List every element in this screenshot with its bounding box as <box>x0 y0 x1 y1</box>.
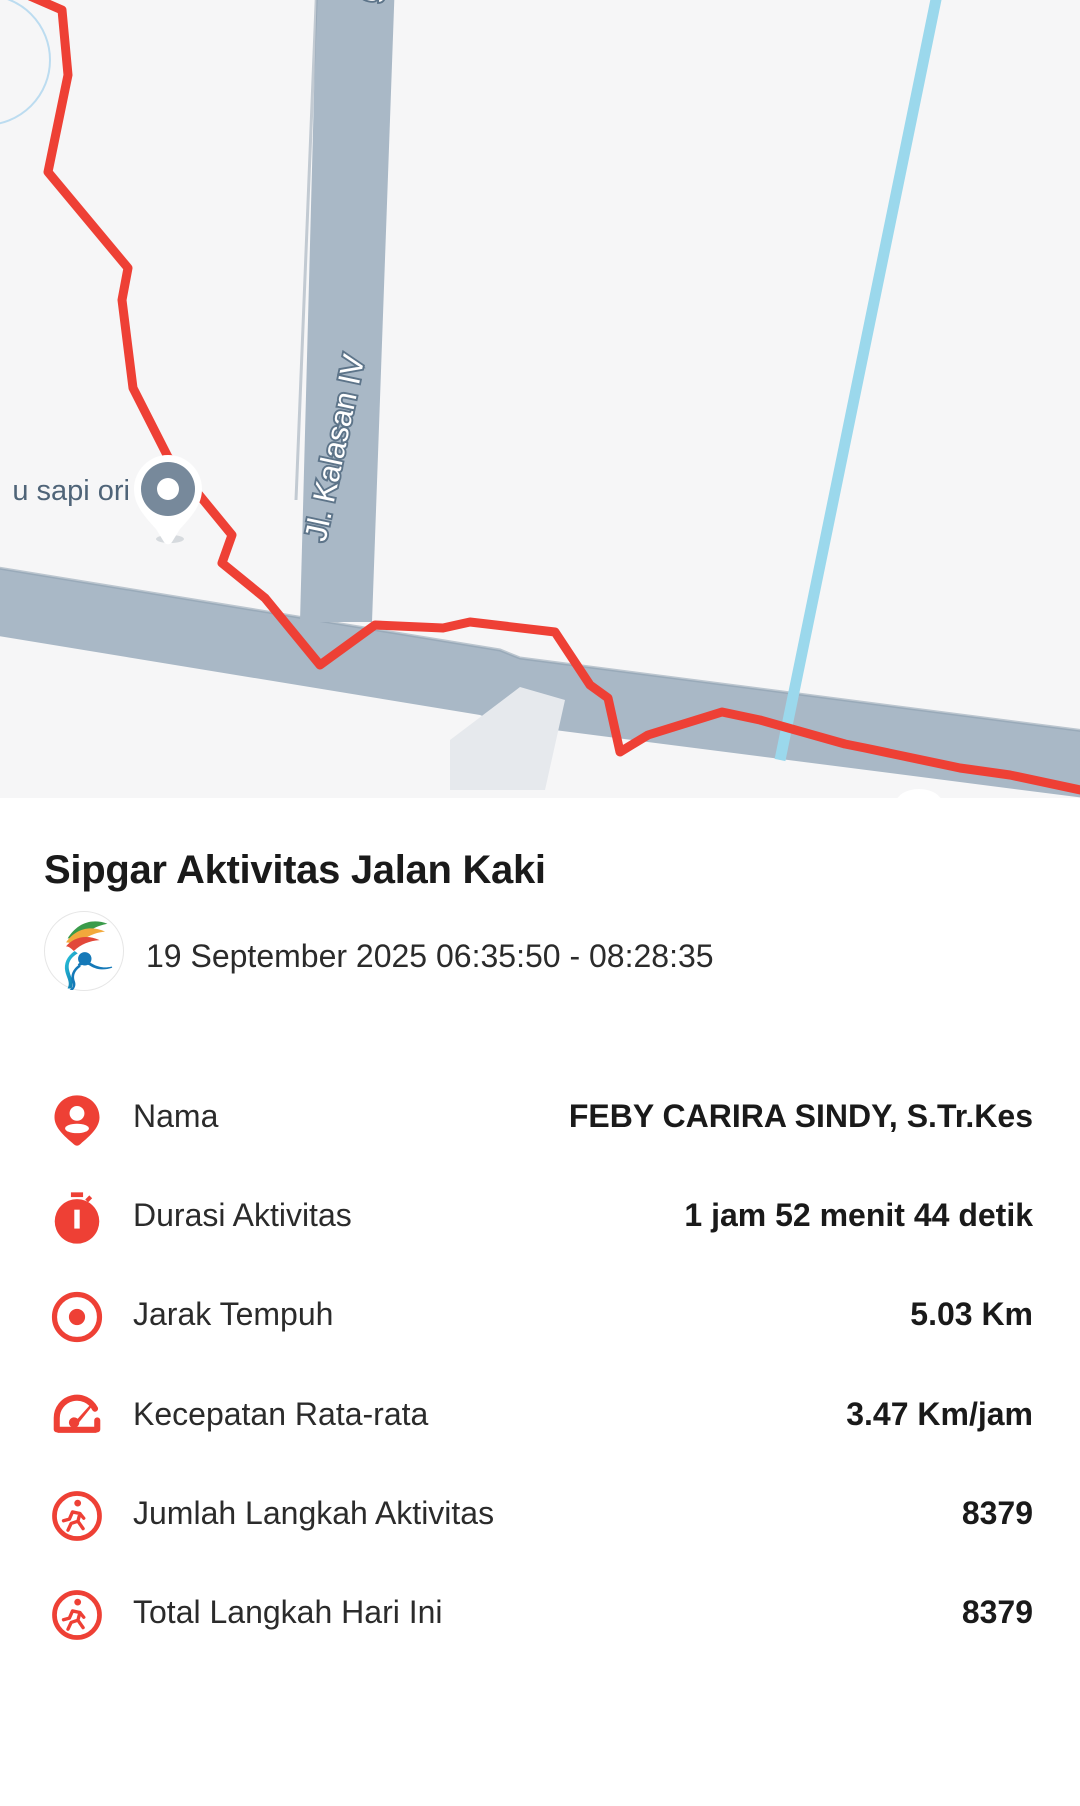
svg-text:u sapi ori: u sapi ori <box>12 475 130 507</box>
